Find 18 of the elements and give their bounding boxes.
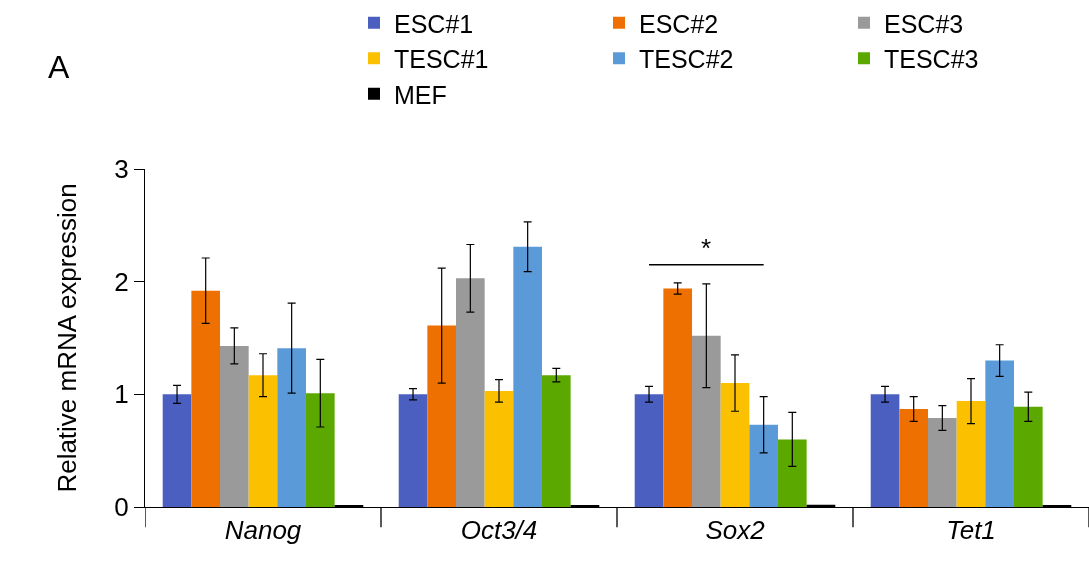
text: A	[48, 49, 70, 85]
y-tick-label: 1	[114, 379, 129, 410]
x-tick-label: Sox2	[705, 515, 766, 546]
legend-label: ESC#1	[394, 9, 474, 38]
y-tick-label: 2	[114, 266, 129, 297]
y-axis-title: Relative mRNA expression	[51, 183, 82, 493]
legend-label: ESC#3	[884, 9, 964, 38]
y-tick-label: 3	[114, 154, 129, 185]
legend-label: TESC#1	[394, 45, 489, 73]
annotation: *	[701, 233, 712, 263]
legend-label: TESC#3	[884, 45, 979, 73]
legend-label: ESC#2	[639, 9, 719, 38]
y-tick-label: 0	[114, 492, 129, 523]
x-tick-label: Tet1	[946, 515, 996, 546]
legend-label: TESC#2	[639, 45, 734, 73]
x-tick-label: Oct3/4	[460, 515, 538, 546]
legend-label: MEF	[394, 80, 447, 109]
x-tick-label: Nanog	[224, 515, 302, 546]
